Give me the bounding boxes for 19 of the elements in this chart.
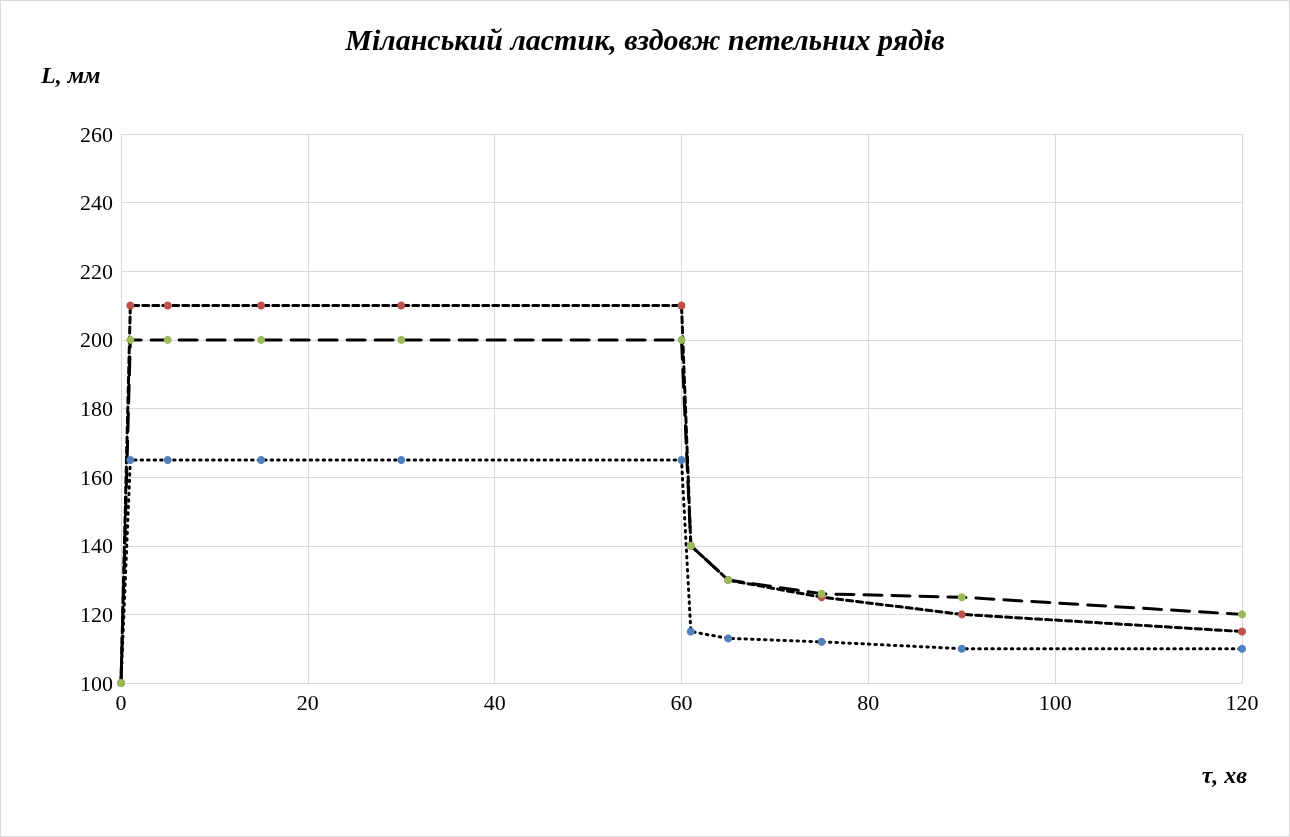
y-tick-label: 120 <box>80 601 113 627</box>
y-tick-label: 140 <box>80 533 113 559</box>
y-tick-label: 240 <box>80 190 113 216</box>
x-axis-title: τ, хв <box>1201 762 1248 788</box>
y-tick-label: 220 <box>80 258 113 284</box>
chart-title: Міланський ластик, вздовж петельних рядів <box>344 22 945 56</box>
y-axis-title: L, мм <box>40 62 101 88</box>
y-tick-label: 180 <box>80 396 113 421</box>
x-tick-label: 40 <box>483 689 506 715</box>
x-tick-label: 20 <box>296 689 319 715</box>
x-tick-label: 120 <box>1225 689 1259 715</box>
y-tick-label: 100 <box>80 670 113 696</box>
x-tick-label: 0 <box>115 689 127 715</box>
x-tick-label: 80 <box>857 689 880 715</box>
x-tick-label: 100 <box>1038 689 1072 715</box>
x-tick-label: 60 <box>670 689 693 715</box>
y-tick-label: 260 <box>80 121 113 147</box>
y-tick-label: 200 <box>80 327 113 353</box>
y-tick-label: 160 <box>80 464 113 490</box>
